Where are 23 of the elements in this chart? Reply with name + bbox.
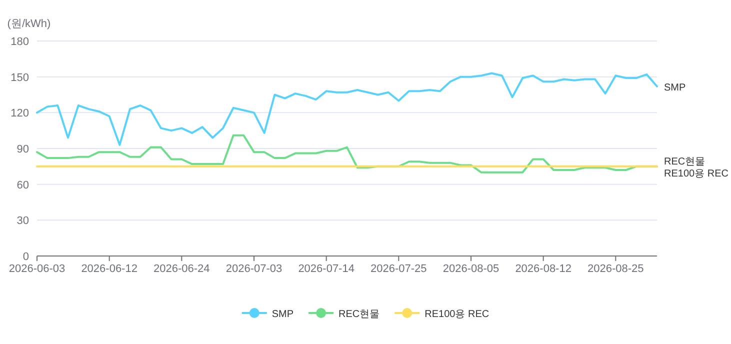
text: SMP <box>664 82 686 94</box>
x-tick-label: 2026-06-12 <box>81 263 138 275</box>
legend-label: SMP <box>272 309 294 320</box>
y-tick-label: 150 <box>10 72 29 84</box>
text: REC현물 <box>664 156 706 168</box>
y-tick-label: 120 <box>10 108 29 120</box>
x-tick-label: 2026-08-12 <box>515 263 572 275</box>
x-tick-label: 2026-08-25 <box>588 263 644 275</box>
x-tick-label: 2026-07-14 <box>298 263 354 275</box>
y-tick-label: 180 <box>10 36 29 48</box>
x-tick-label: 2026-08-05 <box>442 263 500 275</box>
x-tick-label: 2026-06-24 <box>154 263 210 275</box>
y-axis-title: (원/kWh) <box>7 18 51 30</box>
text: RE100용 REC <box>664 168 728 180</box>
legend-label: REC현물 <box>338 309 380 320</box>
y-tick-label: 0 <box>22 251 29 263</box>
y-tick-label: 60 <box>16 179 29 192</box>
y-tick-label: 90 <box>16 144 29 156</box>
y-tick-label: 30 <box>16 215 29 228</box>
legend-label: RE100용 REC <box>424 309 490 320</box>
x-tick-label: 2026-07-25 <box>370 263 427 275</box>
x-tick-label: 2026-07-03 <box>226 263 282 275</box>
x-tick-label: 2026-06-03 <box>8 263 66 275</box>
